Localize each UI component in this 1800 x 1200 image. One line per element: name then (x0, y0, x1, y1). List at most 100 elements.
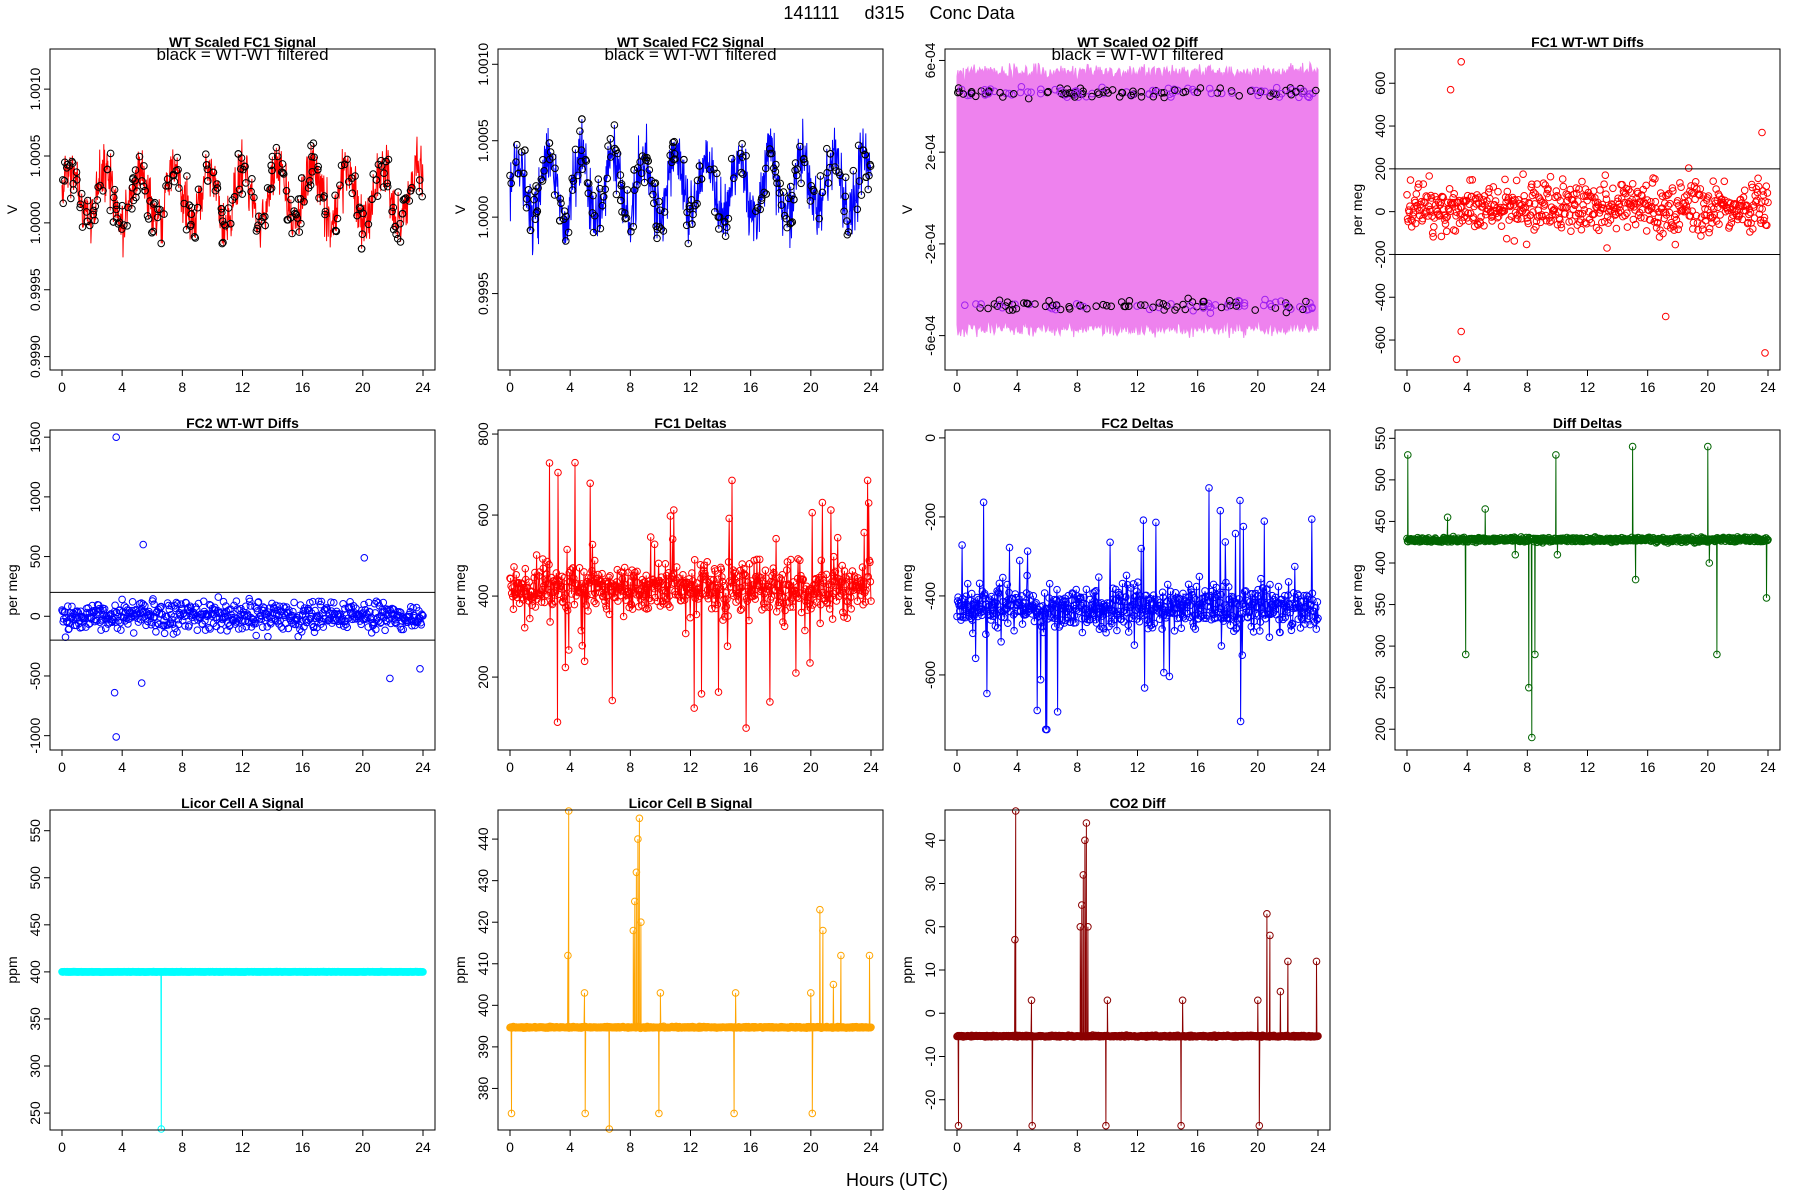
filtered-point (583, 179, 592, 187)
data-point (1758, 205, 1766, 213)
filtered-point (162, 182, 170, 190)
filtered-point (416, 176, 424, 184)
data-point (1532, 223, 1540, 231)
filtered-point (83, 196, 92, 205)
data-point (1305, 90, 1314, 98)
filtered-point (787, 218, 795, 227)
filtered-point (59, 199, 68, 208)
data-point (1009, 90, 1018, 98)
data-point (1674, 225, 1682, 234)
x-tick-label: 4 (1463, 759, 1471, 775)
data-point (1108, 86, 1117, 94)
data-point (1125, 297, 1134, 305)
data-point (1642, 181, 1650, 190)
data-point (1480, 222, 1488, 230)
filtered-point (315, 194, 323, 202)
data-point (1648, 179, 1657, 187)
x-tick-label: 0 (58, 1139, 66, 1155)
filtered-point (388, 207, 396, 216)
filtered-point (309, 139, 318, 147)
filtered-point (629, 223, 638, 231)
data-point (1703, 194, 1712, 202)
series-p7 (953, 484, 1322, 734)
filtered-point (807, 182, 816, 190)
filtered-point (532, 182, 540, 190)
data-point (1752, 198, 1760, 206)
filtered-point (788, 191, 796, 200)
filtered-point (183, 172, 191, 180)
filtered-point (524, 186, 533, 194)
data-point (1753, 196, 1761, 205)
filtered-point (118, 225, 126, 233)
data-point (1079, 302, 1088, 311)
data-point (1651, 197, 1660, 206)
filtered-point (140, 162, 148, 170)
data-point (129, 629, 138, 637)
data-point (1193, 88, 1202, 97)
data-point (1677, 183, 1685, 191)
x-tick-label: 8 (1523, 759, 1531, 775)
filtered-point (551, 164, 559, 173)
x-tick-label: 4 (1463, 379, 1471, 395)
filtered-point (224, 204, 233, 212)
data-point (1691, 178, 1700, 186)
data-point (1174, 86, 1182, 95)
filtered-point (786, 182, 795, 191)
filtered-point (295, 228, 304, 236)
data-point (1051, 85, 1059, 94)
filtered-point (729, 174, 738, 182)
data-point (1062, 89, 1070, 98)
data-point (1473, 191, 1481, 199)
data-point (65, 625, 73, 633)
x-tick-label: 20 (1250, 759, 1266, 775)
filtered-point (118, 201, 126, 210)
data-point (1512, 176, 1521, 185)
filtered-point (106, 149, 115, 158)
filtered-point (623, 186, 632, 194)
data-point (1048, 301, 1057, 310)
data-point (1616, 203, 1624, 211)
data-point (1179, 300, 1187, 309)
data-point (1137, 301, 1145, 309)
data-point (1272, 83, 1281, 92)
data-point (1207, 89, 1216, 98)
filtered-point (556, 195, 565, 203)
x-tick-label: 0 (953, 379, 961, 395)
filtered-point (89, 210, 98, 219)
data-point (1429, 233, 1437, 241)
data-point (1606, 216, 1615, 224)
data-point (1419, 180, 1428, 188)
filtered-point (655, 197, 663, 206)
filtered-point (266, 185, 274, 194)
data-point (1266, 300, 1274, 308)
data-point (1672, 210, 1680, 219)
filtered-point (766, 145, 774, 153)
data-point (137, 679, 146, 687)
filtered-point (683, 208, 691, 217)
x-tick-label: 0 (58, 379, 66, 395)
data-point (1463, 191, 1472, 200)
data-point (1709, 177, 1717, 185)
filtered-point (599, 193, 608, 201)
y-tick-label: 300 (1372, 634, 1388, 658)
y-tick-label: 800 (475, 422, 491, 446)
data-point (1485, 184, 1493, 193)
filtered-point (209, 168, 218, 177)
data-point (1226, 297, 1234, 305)
data-point (1251, 306, 1259, 314)
filtered-point (368, 195, 376, 203)
data-point (1684, 197, 1692, 205)
filtered-point (617, 180, 626, 188)
data-point (1296, 303, 1304, 311)
data-point (1580, 206, 1589, 214)
x-tick-label: 24 (863, 759, 879, 775)
filtered-point (348, 189, 357, 198)
data-point (112, 433, 120, 442)
filtered-point (287, 195, 295, 204)
data-point (1631, 220, 1640, 229)
filtered-point (112, 201, 121, 210)
data-point (1411, 219, 1420, 228)
y-tick-label: 2e-04 (922, 134, 938, 170)
filtered-point (128, 205, 136, 213)
